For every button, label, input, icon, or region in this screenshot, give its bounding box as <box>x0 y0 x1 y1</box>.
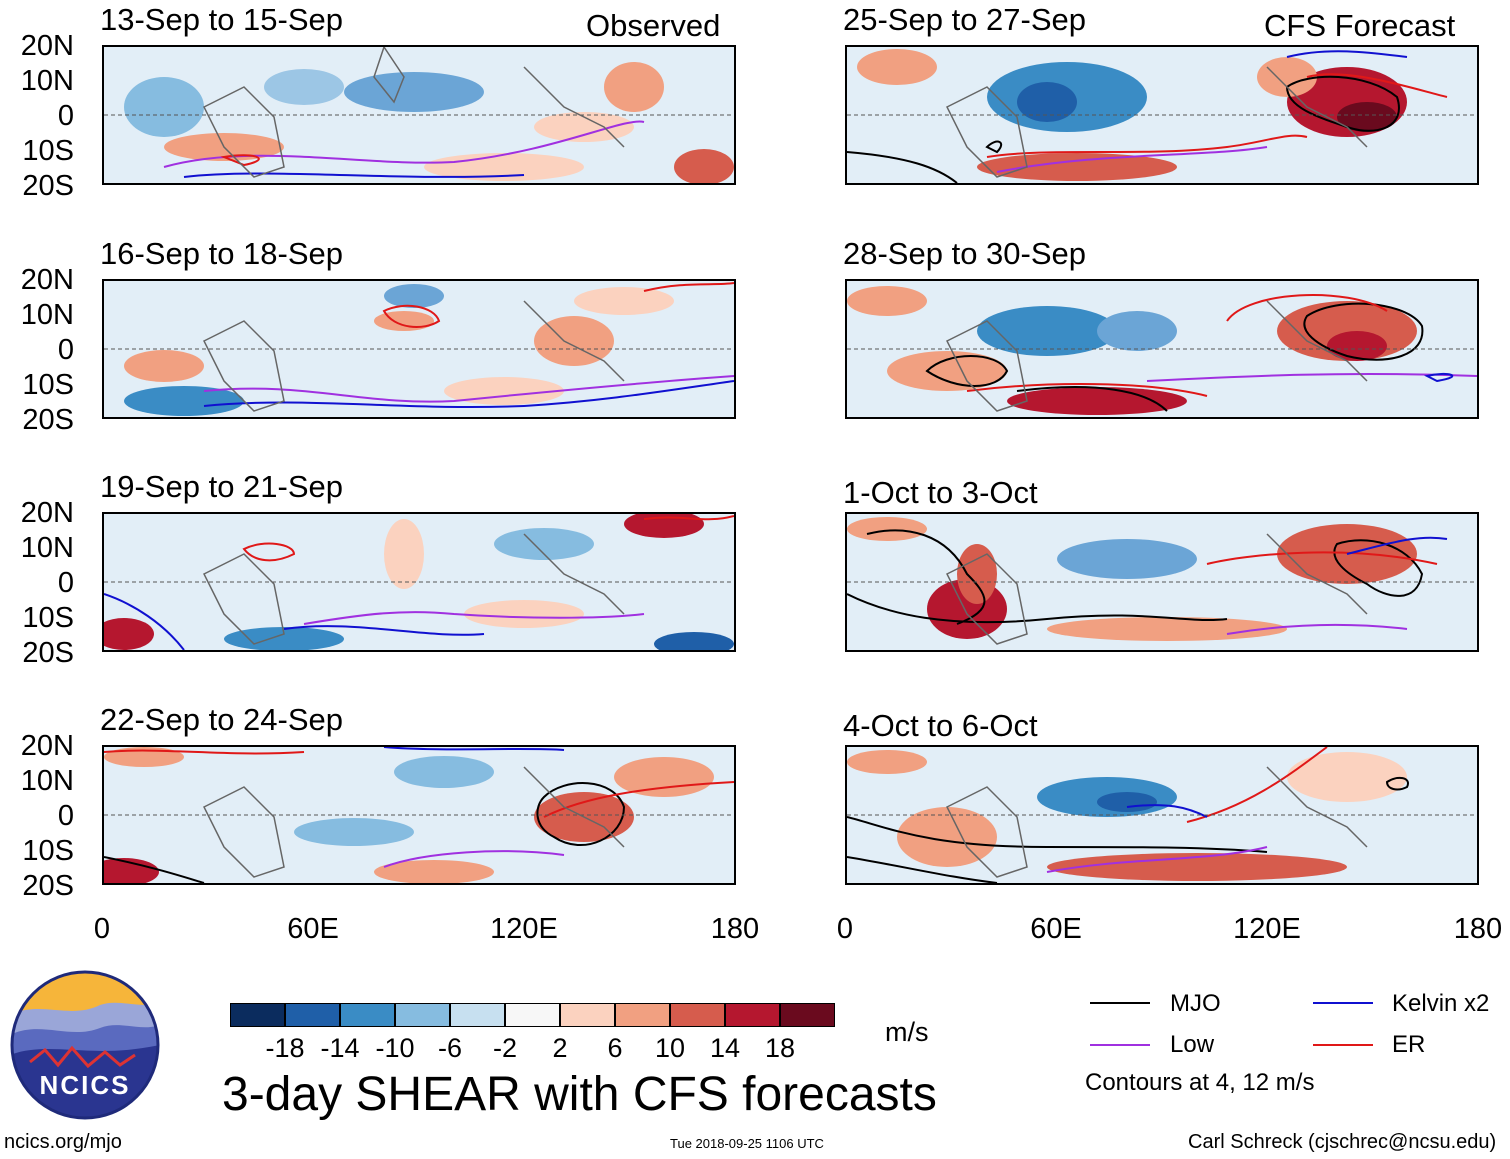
colorbar-swatch <box>395 1003 450 1027</box>
lat-label: 0 <box>57 100 74 132</box>
lon-label: 60E <box>1030 913 1082 945</box>
footer-credit: Carl Schreck (cjschrec@ncsu.edu) <box>1188 1131 1497 1153</box>
panel-title-2: 16-Sep to 18-Sep <box>100 236 344 271</box>
lat-label: 10S <box>22 135 74 167</box>
lon-label: 120E <box>490 913 558 945</box>
lat-label: 10N <box>20 765 74 797</box>
legend-er-line <box>1313 1044 1373 1046</box>
map-panel-2 <box>102 279 736 419</box>
colorbar-swatch <box>615 1003 670 1027</box>
lat-label: 10N <box>20 299 74 331</box>
legend-er-label: ER <box>1392 1031 1426 1058</box>
logo-graphic <box>10 970 160 1120</box>
lat-label: 0 <box>57 334 74 366</box>
lon-label: 180 <box>1453 913 1503 945</box>
colorbar-tick-label: -18 <box>265 1033 305 1063</box>
colorbar-swatch <box>230 1003 285 1027</box>
map-panel-4 <box>102 745 736 885</box>
lon-label: 0 <box>836 913 854 945</box>
legend-kelvin-line <box>1313 1002 1373 1004</box>
lat-label: 10S <box>22 369 74 401</box>
footer-url[interactable]: ncics.org/mjo <box>4 1131 122 1153</box>
figure-title: 3-day SHEAR with CFS forecasts <box>222 1068 937 1121</box>
colorbar-tick-label: 10 <box>654 1033 686 1063</box>
colorbar-swatch <box>560 1003 615 1027</box>
colorbar-swatch <box>285 1003 340 1027</box>
colorbar-swatch <box>505 1003 560 1027</box>
map-panel-1 <box>102 45 736 185</box>
colorbar-tick-label: 6 <box>607 1033 623 1063</box>
colorbar-swatch <box>670 1003 725 1027</box>
legend-low-line <box>1090 1044 1150 1046</box>
cfs-forecast-label: CFS Forecast <box>1264 8 1456 43</box>
shear-field <box>104 514 734 650</box>
panel-title-5: 25-Sep to 27-Sep <box>843 2 1087 37</box>
shear-field <box>847 747 1477 883</box>
shear-field <box>104 747 734 883</box>
shear-field <box>104 47 734 183</box>
panel-title-6: 28-Sep to 30-Sep <box>843 236 1087 271</box>
lat-label: 10N <box>20 65 74 97</box>
panel-title-7: 1-Oct to 3-Oct <box>843 475 1038 510</box>
lat-label: 20N <box>20 730 74 762</box>
lat-label: 10N <box>20 532 74 564</box>
map-panel-3 <box>102 512 736 652</box>
colorbar-tick-label: -10 <box>375 1033 415 1063</box>
colorbar-tick-label: -14 <box>320 1033 360 1063</box>
colorbar-tick-label: 14 <box>709 1033 741 1063</box>
shear-field <box>847 514 1477 650</box>
lat-label: 0 <box>57 800 74 832</box>
map-panel-5 <box>845 45 1479 185</box>
footer-timestamp: Tue 2018-09-25 1106 UTC <box>670 1136 824 1151</box>
lat-label: 20N <box>20 264 74 296</box>
lat-label: 20S <box>22 870 74 902</box>
panel-title-4: 22-Sep to 24-Sep <box>100 702 344 737</box>
map-panel-8 <box>845 745 1479 885</box>
colorbar-swatch <box>450 1003 505 1027</box>
colorbar-tick-label: 18 <box>764 1033 796 1063</box>
lon-label: 120E <box>1233 913 1301 945</box>
lat-label: 10S <box>22 602 74 634</box>
colorbar-tick-label: -2 <box>492 1033 518 1063</box>
map-panel-6 <box>845 279 1479 419</box>
panel-title-1: 13-Sep to 15-Sep <box>100 2 344 37</box>
colorbar-unit: m/s <box>885 1017 929 1047</box>
map-panel-7 <box>845 512 1479 652</box>
lat-label: 20S <box>22 637 74 669</box>
colorbar-tick-label: 2 <box>552 1033 568 1063</box>
contours-note: Contours at 4, 12 m/s <box>1085 1069 1315 1096</box>
panel-title-3: 19-Sep to 21-Sep <box>100 469 344 504</box>
ncics-logo: NCICS <box>10 970 160 1120</box>
observed-label: Observed <box>586 8 721 43</box>
lat-label: 20N <box>20 497 74 529</box>
colorbar-swatch <box>725 1003 780 1027</box>
shear-field <box>104 281 734 417</box>
lat-label: 20N <box>20 30 74 62</box>
shear-field <box>847 281 1477 417</box>
lon-label: 60E <box>287 913 339 945</box>
lat-label: 0 <box>57 567 74 599</box>
legend-mjo-label: MJO <box>1170 990 1221 1017</box>
logo-text: NCICS <box>39 1070 131 1100</box>
shear-field <box>847 47 1477 183</box>
lon-label: 180 <box>710 913 760 945</box>
colorbar-tick-label: -6 <box>437 1033 463 1063</box>
lat-label: 20S <box>22 170 74 202</box>
lon-label: 0 <box>93 913 111 945</box>
colorbar-swatch <box>780 1003 835 1027</box>
colorbar-swatch <box>340 1003 395 1027</box>
lat-label: 20S <box>22 404 74 436</box>
legend-mjo-line <box>1090 1002 1150 1004</box>
panel-title-8: 4-Oct to 6-Oct <box>843 708 1038 743</box>
legend-kelvin-label: Kelvin x2 <box>1392 990 1490 1017</box>
lat-label: 10S <box>22 835 74 867</box>
legend-low-label: Low <box>1170 1031 1215 1058</box>
